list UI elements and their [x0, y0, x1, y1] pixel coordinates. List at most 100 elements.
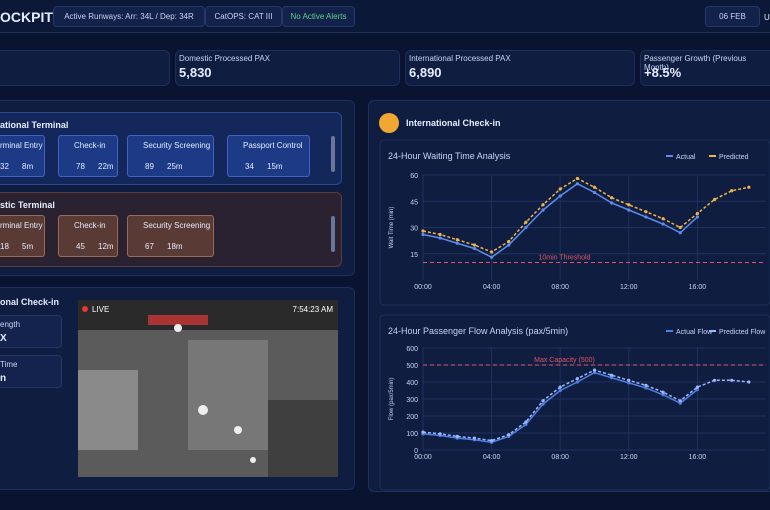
data-point — [747, 185, 751, 189]
data-point — [592, 190, 597, 195]
scrollbar — [331, 136, 335, 172]
kpi-value: 6,890 — [409, 65, 442, 80]
x-tick-label: 08:00 — [551, 454, 569, 461]
data-point — [438, 236, 442, 240]
data-point — [507, 243, 511, 247]
step-time: 15m — [267, 162, 283, 171]
data-point — [541, 208, 545, 212]
y-tick-label: 200 — [406, 414, 418, 421]
data-point — [524, 225, 528, 230]
step-time: 8m — [22, 162, 34, 171]
data-point — [507, 433, 511, 437]
x-tick-label: 00:00 — [414, 284, 432, 291]
step-card[interactable] — [227, 135, 310, 177]
data-point — [438, 432, 442, 436]
live-label: LIVE — [92, 305, 109, 314]
data-point — [524, 220, 528, 224]
step-count: 67 — [145, 242, 154, 251]
x-tick-label: 12:00 — [620, 284, 638, 291]
data-point — [558, 194, 562, 198]
data-point — [490, 439, 494, 443]
data-point — [695, 215, 700, 219]
step-count: 18 — [0, 242, 9, 251]
step-count: 32 — [0, 162, 9, 171]
data-point — [524, 420, 528, 424]
data-point — [610, 373, 614, 377]
kpi-card — [0, 50, 170, 86]
catops: CatOPS: CAT III — [205, 6, 282, 27]
data-point — [610, 201, 614, 205]
data-point — [490, 255, 494, 259]
legend-label: Predicted Flow — [719, 329, 766, 336]
data-point — [747, 380, 751, 384]
y-tick-label: 500 — [406, 363, 418, 370]
panel-icon — [379, 113, 399, 133]
step-card[interactable] — [0, 215, 45, 257]
x-tick-label: 16:00 — [689, 284, 707, 291]
scrollbar — [331, 216, 335, 252]
y-tick-label: 0 — [414, 448, 418, 455]
data-point — [627, 381, 631, 385]
step-name: Security Screening — [143, 141, 211, 150]
data-point — [490, 250, 494, 254]
step-name: Passport Control — [243, 141, 303, 150]
data-point — [644, 215, 648, 219]
step-card[interactable] — [0, 135, 45, 177]
data-point — [575, 176, 579, 181]
data-point — [644, 383, 648, 387]
data-point — [575, 377, 579, 381]
y-tick-label: 400 — [406, 380, 418, 387]
app-title: OCKPIT — [0, 9, 53, 25]
chart-title: 24-Hour Waiting Time Analysis — [388, 151, 511, 161]
date[interactable]: 06 FEB — [705, 6, 760, 27]
stat-label: Time — [0, 360, 18, 369]
y-axis-label: Flow (pax/5min) — [389, 378, 395, 421]
data-point — [455, 241, 459, 245]
terminal-title: stic Terminal — [0, 200, 55, 210]
user[interactable]: U — [764, 13, 770, 22]
data-point — [678, 399, 682, 403]
step-name: rminal Entry — [0, 141, 43, 150]
chart-box — [379, 314, 770, 491]
kpi-label: International Processed PAX — [409, 54, 511, 63]
data-point — [610, 196, 614, 200]
kpi-card — [175, 50, 400, 86]
y-tick-label: 30 — [410, 226, 418, 233]
step-name: Check-in — [74, 221, 106, 230]
data-point — [678, 231, 682, 235]
data-point — [541, 399, 545, 403]
y-axis-label: Wait Time (min) — [389, 207, 395, 249]
data-point — [627, 203, 631, 207]
kpi-card — [405, 50, 635, 86]
stat-value: X — [0, 333, 7, 344]
step-name: rminal Entry — [0, 221, 43, 230]
step-card[interactable] — [127, 215, 214, 257]
step-card[interactable] — [58, 215, 118, 257]
x-tick-label: 08:00 — [551, 284, 569, 291]
step-name: Security Screening — [143, 221, 211, 230]
data-point — [575, 380, 579, 384]
step-card[interactable] — [58, 135, 118, 177]
data-point — [472, 243, 477, 247]
data-point — [610, 376, 614, 380]
series-line — [422, 369, 749, 442]
y-tick-label: 600 — [406, 346, 418, 353]
camera-feed: LIVE 7:54:23 AM — [78, 300, 338, 477]
step-count: 89 — [145, 162, 154, 171]
kpi-label: Passenger Growth (Previous Month) — [644, 54, 747, 72]
kpi-card — [640, 50, 770, 86]
y-tick-label: 45 — [410, 199, 418, 206]
data-point — [558, 388, 562, 393]
data-point — [661, 393, 665, 397]
data-point — [524, 422, 528, 427]
data-point — [421, 229, 425, 233]
checkin-title: International Check-in — [406, 118, 501, 128]
data-point — [678, 225, 682, 230]
chart-box — [379, 139, 770, 306]
data-point — [472, 436, 477, 440]
camera-time: 7:54:23 AM — [293, 305, 334, 314]
data-point — [592, 185, 597, 189]
step-card[interactable] — [127, 135, 214, 177]
y-tick-label: 100 — [406, 431, 418, 438]
data-point — [575, 182, 579, 186]
